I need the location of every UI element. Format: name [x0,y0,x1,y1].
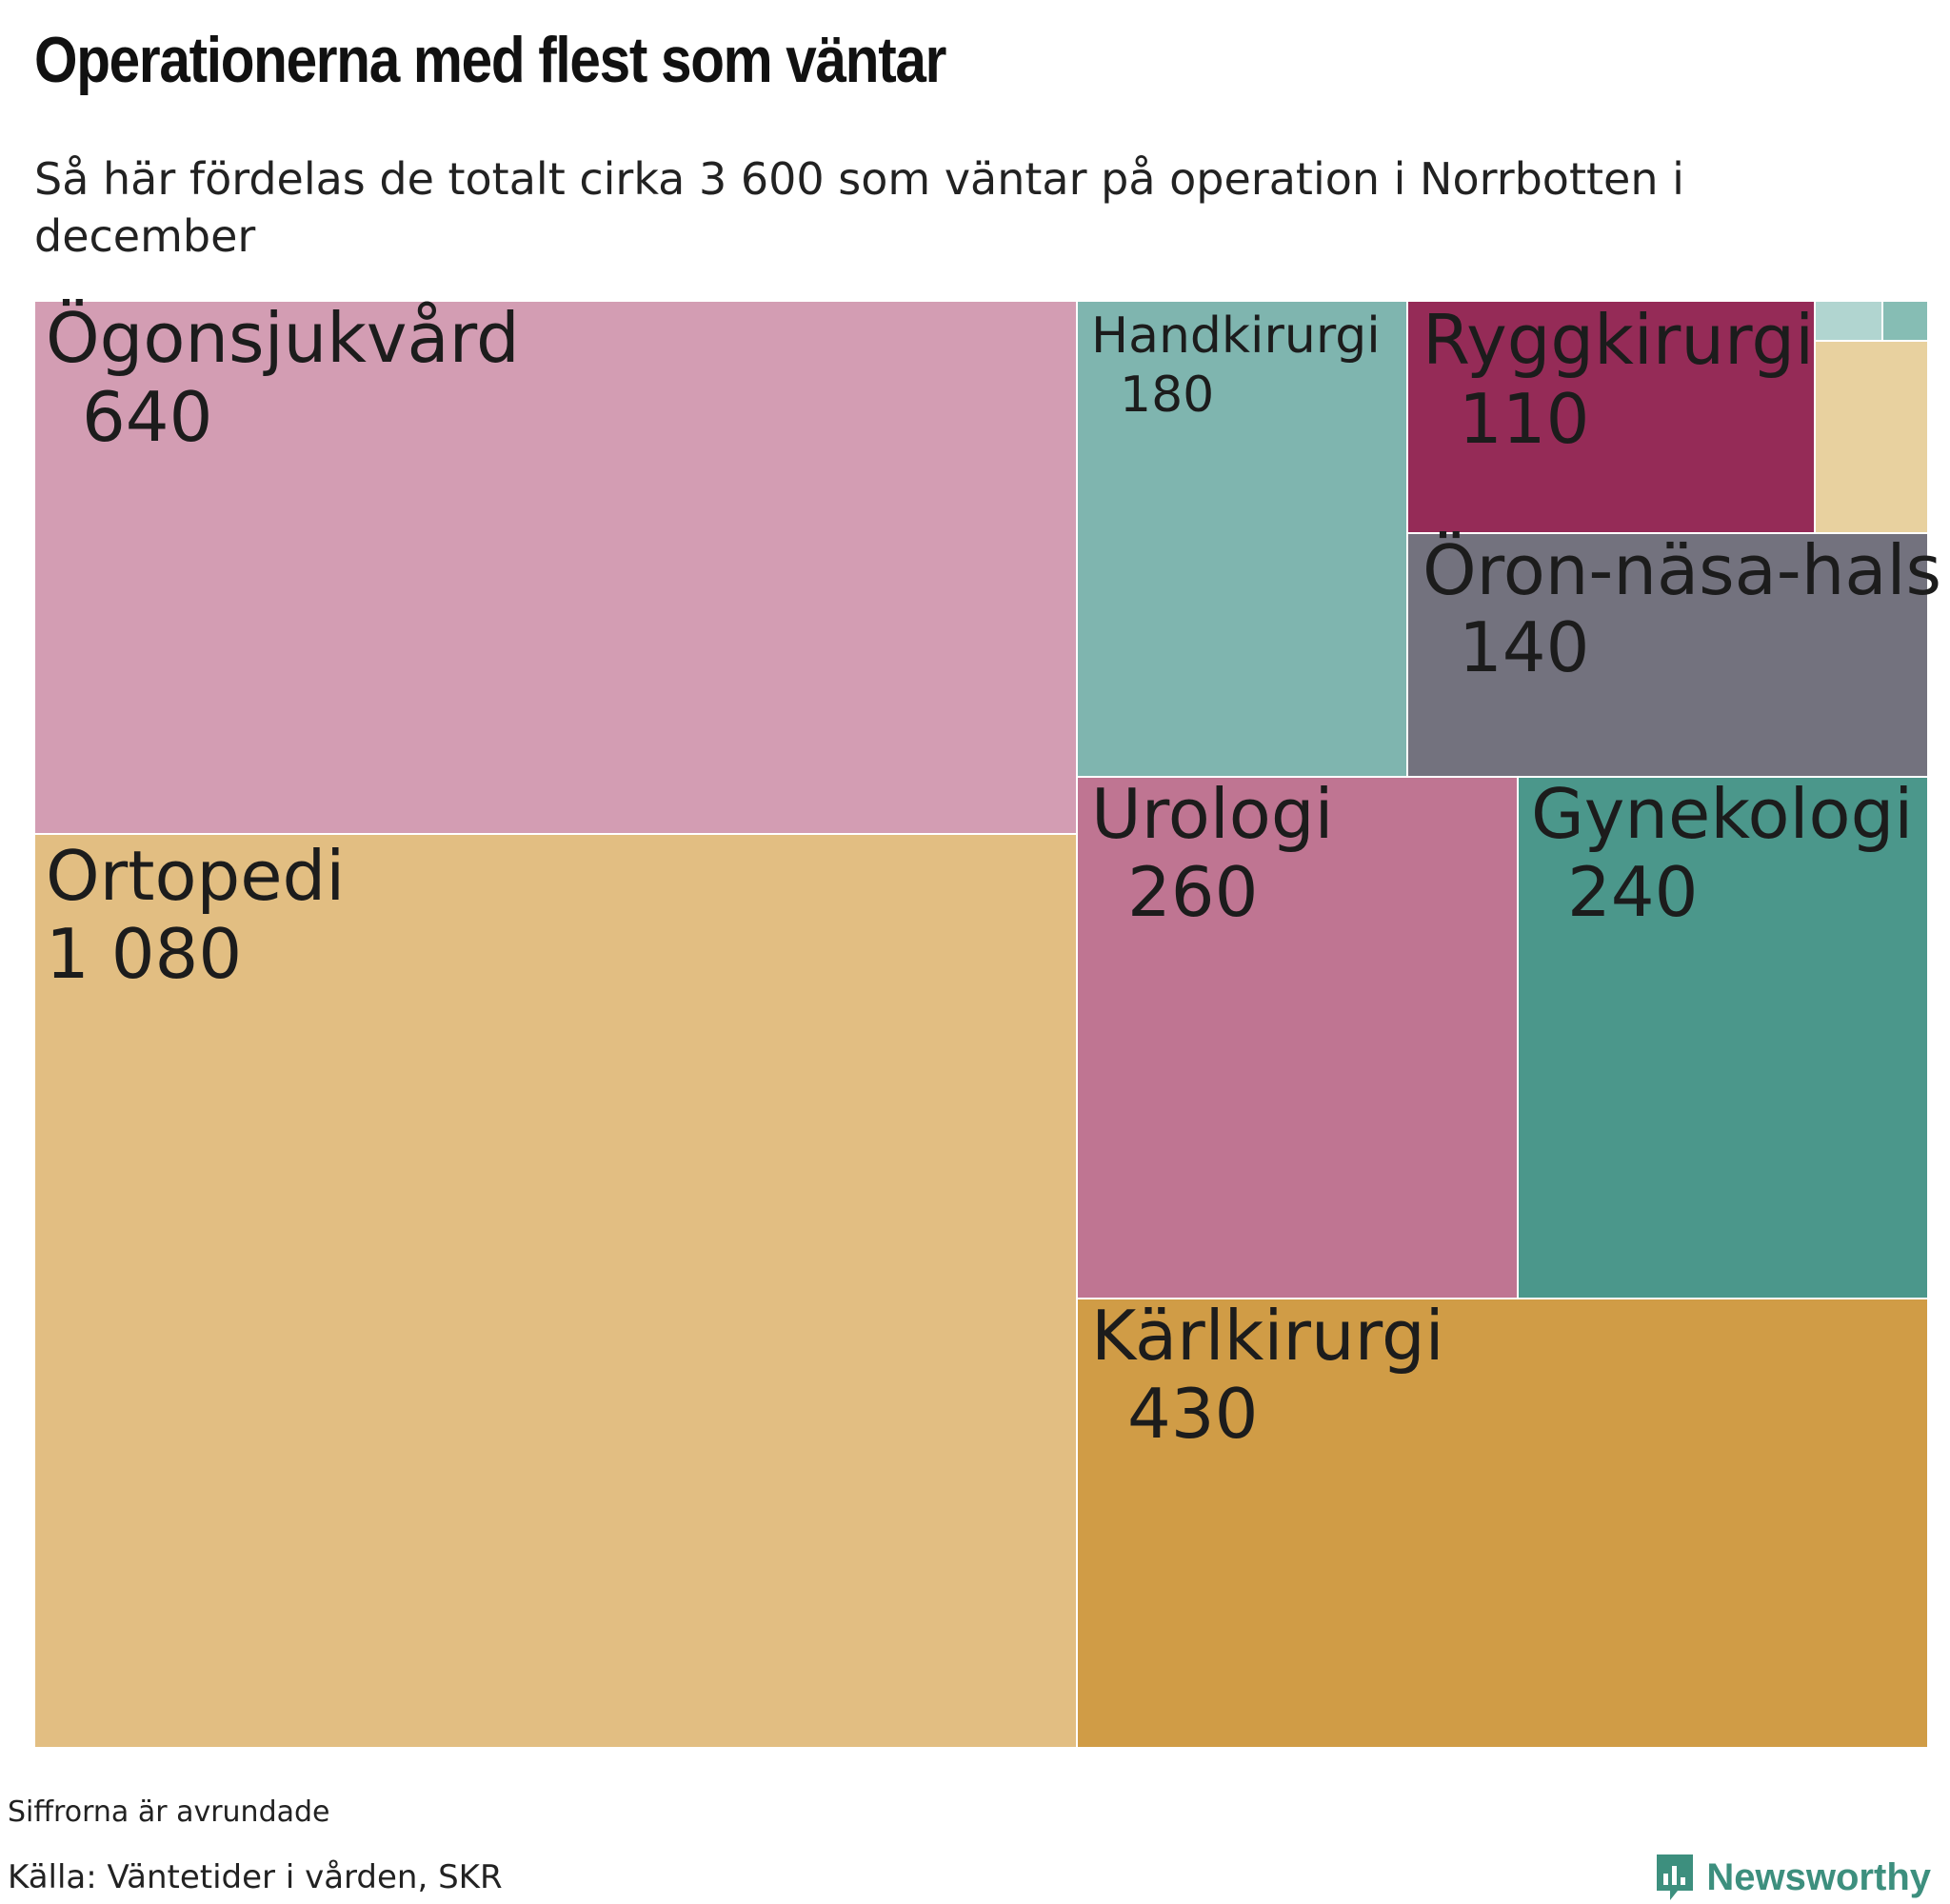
cell-label-kärlkirurgi: Kärlkirurgi [1091,1296,1444,1376]
cell-label-öron-näsa-hals: Öron-näsa-hals [1423,530,1941,610]
treemap-cell-small-8 [1814,340,1929,534]
chart-subtitle: Så här fördelas de totalt cirka 3 600 so… [34,153,1684,262]
cell-value-gynekologi: 240 [1567,852,1698,932]
treemap-cell-urologi [1076,776,1519,1299]
cell-value-ögonsjukvård: 640 [82,377,212,457]
brand-name: Newsworthy [1706,1855,1931,1898]
cell-label-handkirurgi: Handkirurgi [1091,307,1381,365]
chart-title: Operationerna med flest som väntar [34,24,946,96]
cell-label-ortopedi: Ortopedi [46,836,345,916]
treemap-cell-kärlkirurgi [1076,1298,1929,1749]
source-note: Källa: Väntetider i vården, SKR [8,1858,503,1896]
cell-label-gynekologi: Gynekologi [1531,774,1913,854]
cell-label-urologi: Urologi [1091,774,1334,854]
treemap-cell-small-9 [1814,300,1883,342]
footnote: Siffrorna är avrundade [8,1795,330,1829]
cell-value-urologi: 260 [1127,852,1258,932]
treemap-cell-gynekologi [1517,776,1929,1299]
treemap-cell-ortopedi [33,833,1078,1749]
cell-label-ryggkirurgi: Ryggkirurgi [1423,300,1814,380]
cell-value-ryggkirurgi: 110 [1459,379,1589,459]
cell-value-handkirurgi: 180 [1120,367,1214,424]
newsworthy-logo-icon [1657,1854,1694,1900]
treemap-cell-small-10 [1881,300,1929,342]
cell-value-ortopedi: 1 080 [46,914,242,994]
cell-value-öron-näsa-hals: 140 [1459,607,1589,687]
brand-logo: Newsworthy [1653,1851,1931,1904]
cell-label-ögonsjukvård: Ögonsjukvård [46,298,520,378]
cell-value-kärlkirurgi: 430 [1127,1374,1258,1454]
